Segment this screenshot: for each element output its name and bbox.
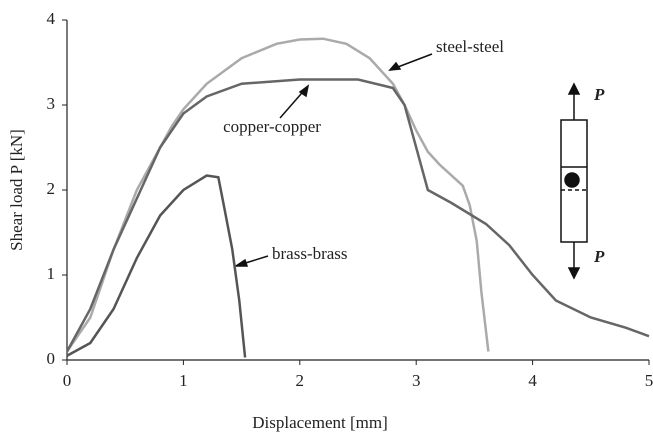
y-tick-label: 4 <box>47 9 56 28</box>
x-axis-label: Displacement [mm] <box>252 413 388 432</box>
series-line <box>66 174 247 358</box>
y-axis-label: Shear load P [kN] <box>7 129 26 251</box>
y-tick-label: 2 <box>47 179 56 198</box>
series-label: steel-steel <box>436 37 504 56</box>
x-tick-label: 4 <box>528 371 537 390</box>
x-tick-label: 0 <box>63 371 72 390</box>
series-line <box>65 37 490 353</box>
inset-specimen <box>560 82 588 280</box>
y-tick-label: 3 <box>47 94 56 113</box>
annotation-arrows <box>233 53 433 267</box>
y-tick-label: 0 <box>47 349 56 368</box>
inset-label: P <box>593 85 605 104</box>
y-tick-label: 1 <box>47 264 56 283</box>
x-tick-label: 5 <box>645 371 653 390</box>
inset-label: P <box>593 247 605 266</box>
x-tick-label: 1 <box>179 371 188 390</box>
series-label: brass-brass <box>272 244 348 263</box>
x-tick-label: 3 <box>412 371 421 390</box>
x-tick-label: 2 <box>296 371 305 390</box>
series-label: copper-copper <box>223 117 321 136</box>
series-line <box>65 78 650 353</box>
